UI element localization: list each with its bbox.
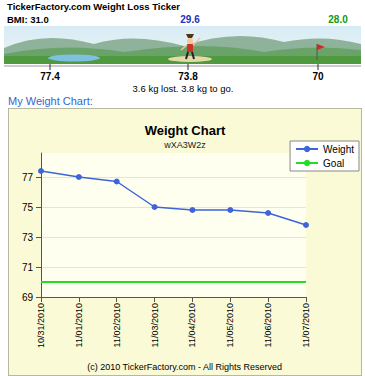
svg-text:11/06/2010: 11/06/2010 bbox=[263, 303, 273, 347]
html-text:TickerFactory.com Weight Loss: TickerFactory.com Weight Loss Ticker bbox=[7, 1, 180, 12]
svg-text:Weight: Weight bbox=[323, 144, 354, 155]
svg-text:wXA3W2z: wXA3W2z bbox=[163, 140, 206, 150]
svg-text:10/31/2010: 10/31/2010 bbox=[36, 303, 46, 348]
svg-text:73: 73 bbox=[22, 232, 34, 243]
html-text:28.0: 28.0 bbox=[328, 14, 348, 25]
svg-text:69: 69 bbox=[22, 292, 34, 303]
svg-text:Weight Chart: Weight Chart bbox=[145, 123, 226, 138]
svg-text:11/02/2010: 11/02/2010 bbox=[112, 303, 122, 347]
html-text:73.8: 73.8 bbox=[178, 71, 198, 82]
svg-text:11/05/2010: 11/05/2010 bbox=[225, 303, 235, 347]
svg-text:11/07/2010: 11/07/2010 bbox=[301, 303, 311, 347]
svg-text:(c) 2010 TickerFactory.com - A: (c) 2010 TickerFactory.com - All Rights … bbox=[87, 362, 282, 372]
html-text:My Weight Chart:: My Weight Chart: bbox=[8, 95, 93, 107]
svg-text:75: 75 bbox=[22, 202, 34, 213]
html-text:29.6: 29.6 bbox=[180, 14, 200, 25]
svg-text:Goal: Goal bbox=[323, 158, 344, 169]
svg-text:11/01/2010: 11/01/2010 bbox=[74, 303, 84, 347]
svg-text:11/03/2010: 11/03/2010 bbox=[150, 303, 160, 347]
html-text:77.4: 77.4 bbox=[40, 71, 60, 82]
html-text:BMI: 31.0: BMI: 31.0 bbox=[7, 14, 49, 25]
svg-text:77: 77 bbox=[22, 172, 34, 183]
svg-text:11/04/2010: 11/04/2010 bbox=[187, 303, 197, 347]
html-text:70: 70 bbox=[312, 71, 324, 82]
svg-text:71: 71 bbox=[22, 262, 34, 273]
html-text:3.6 kg lost. 3.8 kg to go.: 3.6 kg lost. 3.8 kg to go. bbox=[132, 83, 234, 94]
